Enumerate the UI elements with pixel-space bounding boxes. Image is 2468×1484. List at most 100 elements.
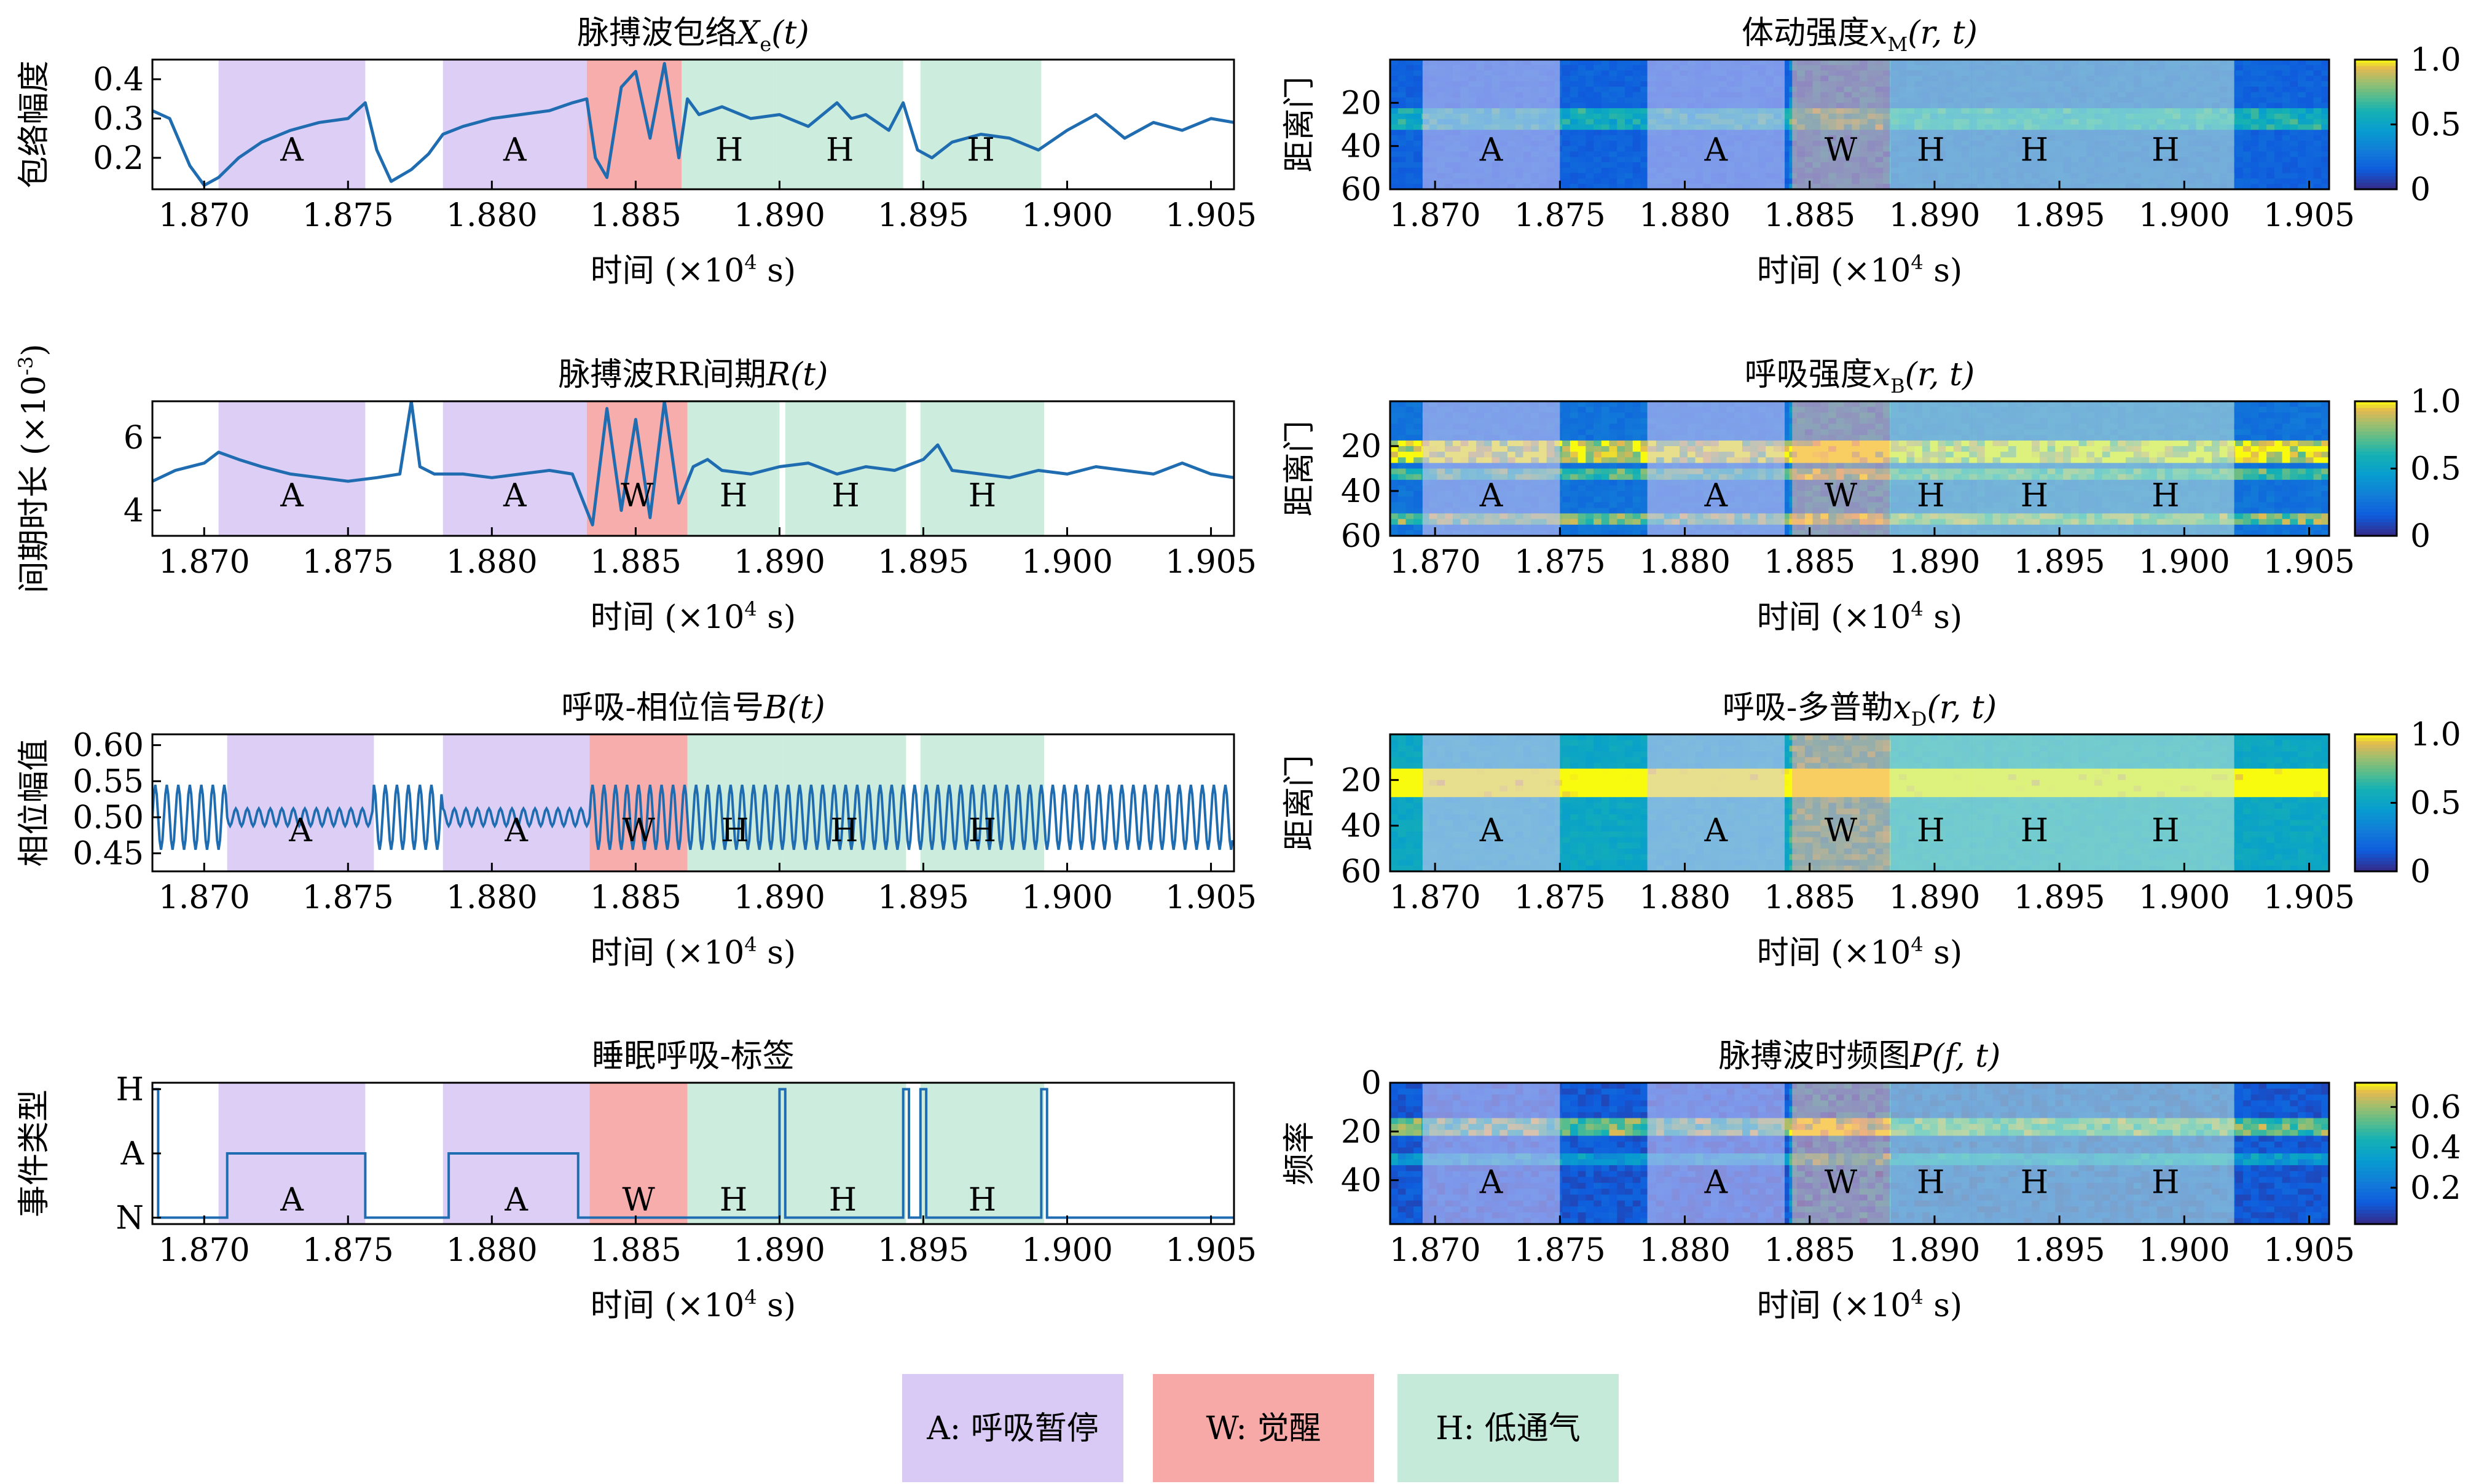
heatmap-cell [1413,418,1422,425]
heatmap-cell [1570,401,1579,407]
heatmap-cell [1625,76,1633,82]
heatmap-cell [1594,76,1602,82]
heatmap-cell [1617,60,1625,66]
heatmap-cell [1405,135,1414,141]
heatmap-cell [1609,485,1617,492]
heatmap-cell [1562,119,1571,125]
heatmap-cell [1578,497,1586,503]
heatmap-cell [1578,184,1586,189]
x-tick-label: 1.880 [446,1232,538,1269]
heatmap-cell [1617,140,1625,147]
heatmap-cell [1578,440,1586,447]
heatmap-cell [1578,124,1586,130]
heatmap-cell [1390,173,1399,179]
heatmap-cell [2313,113,2322,120]
heatmap-cell [1617,524,1625,531]
heatmap-cell [2266,108,2275,114]
heatmap-cell [1632,502,1641,508]
heatmap-cell [1405,65,1414,71]
heatmap-cell [2298,76,2306,82]
heatmap-cell [2235,119,2244,125]
heatmap-cell [1397,491,1406,497]
heatmap-cell [1625,491,1633,497]
heatmap-cell [1397,440,1406,447]
heatmap-cell [1617,119,1625,125]
x-tick-label: 1.900 [1021,197,1113,234]
y-axis-label-tail: ) [16,344,53,356]
heatmap-cell [2242,146,2252,152]
heatmap-cell [1594,167,1602,174]
x-tick-label: 1.890 [734,879,825,916]
heatmap-cell [1405,146,1414,152]
heatmap-cell [1405,513,1414,520]
heatmap-cell [2235,60,2244,66]
x-tick-label: 1.870 [1389,197,1481,234]
heatmap-cell [2298,157,2306,163]
heatmap-cell [1578,463,1586,469]
event-band-W [589,1083,688,1224]
heatmap-cell [1397,146,1406,152]
heatmap-cell [1562,423,1571,430]
heatmap-cell [1609,524,1617,531]
heatmap-cell [1562,76,1571,82]
heatmap-cell [2282,162,2290,168]
heatmap-cell [1640,124,1649,130]
heatmap-cell [1594,178,1602,184]
x-axis-label: 时间 (×104 s) [591,1286,796,1324]
heatmap-cell [1562,491,1571,497]
heatmap-cell [1586,103,1594,109]
heatmap-cell [2282,135,2290,141]
heatmap-cell [1609,60,1617,66]
heatmap-cell [1578,474,1586,481]
heatmap-cell [1594,140,1602,147]
heatmap-cell [1601,178,1610,184]
heatmap-cell [1397,401,1406,407]
heatmap-cell [1781,524,1790,531]
heatmap-cell [1578,70,1586,76]
heatmap-cell [1586,162,1594,168]
heatmap-cell [2242,108,2252,114]
heatmap-cell [2321,70,2329,76]
heatmap-cell [1625,502,1633,508]
heatmap-cell [2282,140,2290,147]
heatmap-cell [1562,65,1571,71]
heatmap-cell [1601,508,1610,514]
panel-phase: A A W H H H1.870 1.875 1.880 1.885 1.890 1.895 1.90… [16,689,1257,972]
heatmap-cell [1781,157,1790,163]
heatmap-cell [1609,113,1617,120]
heatmap-cell [1586,92,1594,98]
heatmap-cell [1617,452,1625,458]
heatmap-cell [1570,423,1579,430]
heatmap-cell [1640,418,1649,425]
heatmap-cell [1578,76,1586,82]
heatmap-cell [1609,97,1617,103]
heatmap-cell [2250,162,2259,168]
colorbar-cell [2355,150,2397,154]
heatmap-cell [2235,103,2244,109]
heatmap-cell [2321,167,2329,174]
heatmap-cell [1601,70,1610,76]
heatmap-cell [1413,87,1422,93]
heatmap-cell [1578,423,1586,430]
heatmap-cell [1625,407,1633,413]
heatmap-cell [1617,167,1625,174]
heatmap-cell [1640,113,1649,120]
heatmap-cell [1405,140,1414,147]
x-axis-label-exp: 4 [744,933,757,956]
heatmap-cell [1617,502,1625,508]
heatmap-cell [2321,146,2329,152]
heatmap-cell [2298,178,2306,184]
heatmap-cell [1397,157,1406,163]
heatmap-cell [1609,412,1617,418]
heatmap-cell [1609,124,1617,130]
colorbar-cell [2355,101,2397,106]
heatmap-cell [1781,135,1790,141]
heatmap-cell [1594,70,1602,76]
heatmap-cell [1601,519,1610,525]
heatmap-cell [1640,497,1649,503]
colorbar-cell [2355,92,2397,96]
colorbar-cell [2355,111,2397,116]
heatmap-cell [2266,173,2275,179]
colorbar-cell [2355,163,2397,167]
x-tick-label: 1.890 [1888,197,1980,234]
